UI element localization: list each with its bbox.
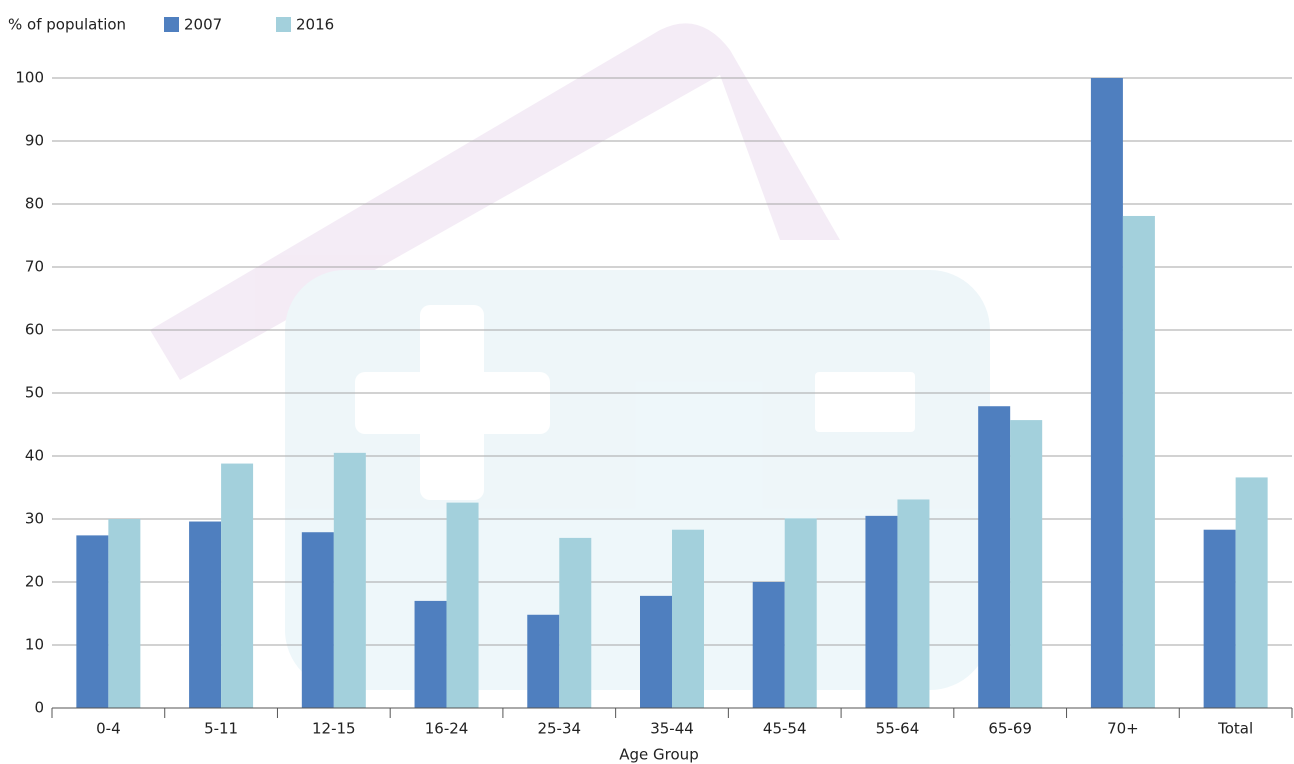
bar bbox=[1122, 215, 1155, 708]
bar bbox=[189, 521, 222, 708]
y-tick-label: 100 bbox=[15, 69, 44, 87]
x-tick-label: 35-44 bbox=[650, 720, 694, 738]
y-tick-label: 60 bbox=[25, 321, 44, 339]
x-axis-label: Age Group bbox=[619, 746, 698, 764]
bar bbox=[333, 452, 366, 708]
x-tick-label: 65-69 bbox=[988, 720, 1032, 738]
bar bbox=[108, 519, 141, 708]
y-tick-label: 30 bbox=[25, 510, 44, 528]
bar bbox=[784, 518, 817, 708]
watermark-shape bbox=[815, 372, 915, 432]
y-axis-label: % of population bbox=[8, 16, 126, 34]
bar bbox=[446, 502, 479, 708]
y-tick-label: 20 bbox=[25, 573, 44, 591]
y-tick-label: 0 bbox=[34, 699, 44, 717]
bar bbox=[1203, 529, 1236, 708]
x-tick-label: Total bbox=[1217, 720, 1253, 738]
y-tick-label: 50 bbox=[25, 384, 44, 402]
y-tick-label: 90 bbox=[25, 132, 44, 150]
bar bbox=[672, 529, 704, 708]
bar bbox=[897, 499, 930, 708]
watermark-shape bbox=[355, 372, 550, 434]
y-tick-label: 40 bbox=[25, 447, 44, 465]
legend-label: 2016 bbox=[296, 16, 334, 34]
x-tick-label: 55-64 bbox=[876, 720, 920, 738]
bar bbox=[1090, 78, 1123, 708]
bar bbox=[1235, 477, 1268, 708]
bar bbox=[414, 600, 447, 708]
y-tick-label: 10 bbox=[25, 636, 44, 654]
x-tick-label: 0-4 bbox=[96, 720, 121, 738]
bar bbox=[527, 614, 560, 708]
bar bbox=[221, 463, 254, 708]
bar bbox=[640, 595, 672, 708]
legend-label: 2007 bbox=[184, 16, 222, 34]
legend-swatch bbox=[276, 17, 291, 32]
x-tick-label: 25-34 bbox=[537, 720, 581, 738]
x-tick-label: 12-15 bbox=[312, 720, 356, 738]
y-tick-label: 70 bbox=[25, 258, 44, 276]
y-tick-label: 80 bbox=[25, 195, 44, 213]
bar bbox=[559, 537, 592, 708]
x-tick-label: 70+ bbox=[1107, 720, 1139, 738]
x-tick-label: 16-24 bbox=[425, 720, 469, 738]
x-tick-label: 45-54 bbox=[763, 720, 807, 738]
bar bbox=[752, 582, 785, 708]
legend-swatch bbox=[164, 17, 179, 32]
bar bbox=[978, 406, 1011, 708]
bar bbox=[1010, 420, 1043, 708]
x-tick-label: 5-11 bbox=[204, 720, 238, 738]
bar bbox=[76, 535, 109, 708]
bar bbox=[865, 515, 898, 708]
bar bbox=[301, 532, 334, 708]
